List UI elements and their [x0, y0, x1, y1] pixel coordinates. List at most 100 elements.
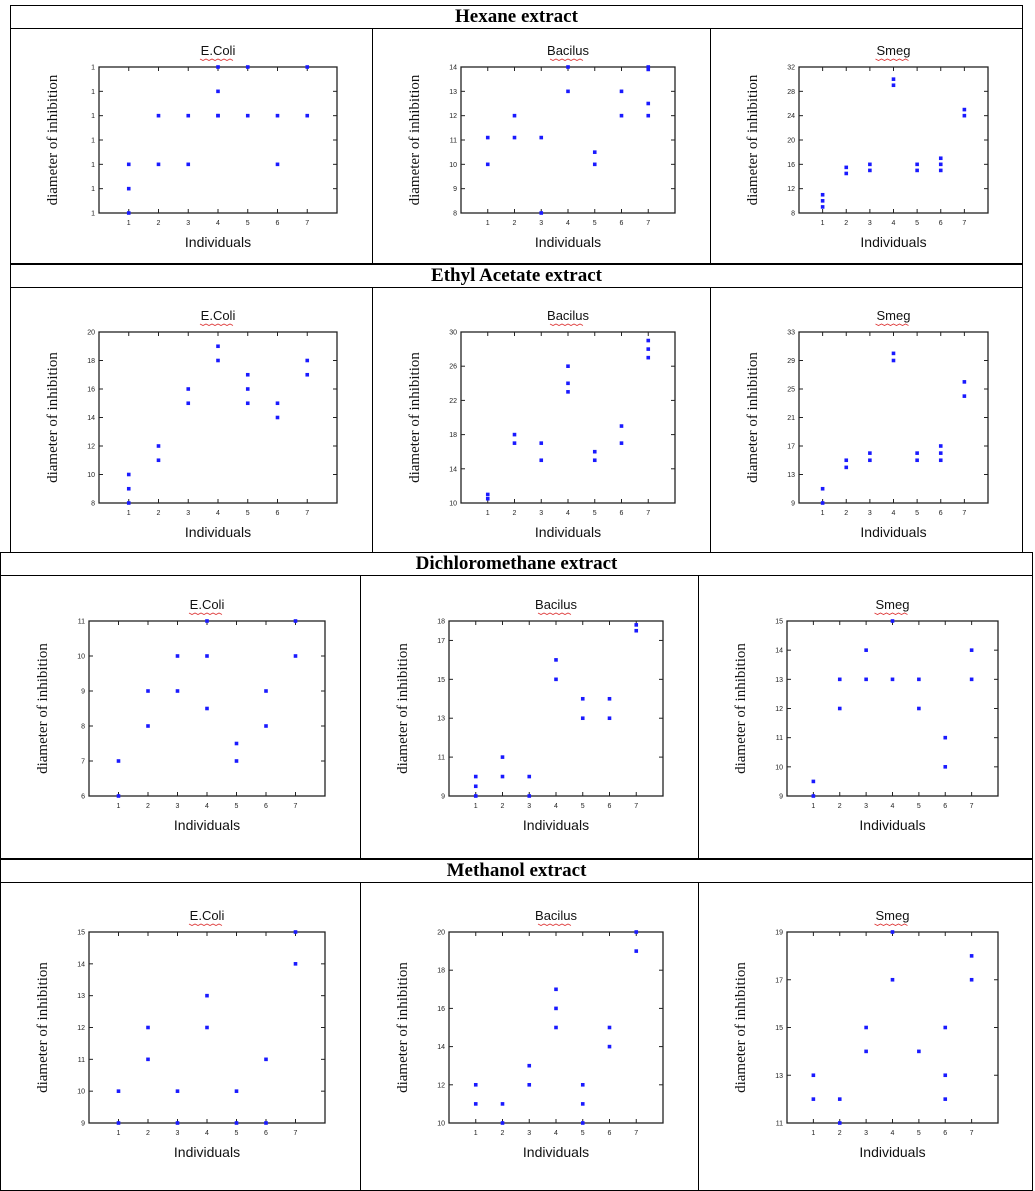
data-point	[811, 1097, 816, 1101]
x-tick-label: 2	[513, 220, 517, 227]
data-point	[844, 465, 849, 470]
y-tick-label: 17	[787, 444, 795, 451]
y-tick-label: 1	[91, 211, 95, 218]
x-tick-label: 7	[305, 510, 309, 517]
x-axis-label: Individuals	[859, 817, 925, 833]
data-point	[485, 492, 490, 497]
x-tick-label: 2	[844, 220, 848, 227]
x-tick-label: 2	[157, 220, 161, 227]
x-tick-label: 5	[917, 1130, 921, 1137]
chart-panel-smeg: Smeg 8 12 16 20 24 28 32 1 2 3 4 5 6 7 Individuals diame…	[711, 29, 1024, 263]
x-tick-label: 7	[634, 1130, 638, 1137]
x-tick-label: 6	[264, 1130, 268, 1137]
x-tick-label: 6	[939, 510, 943, 517]
data-point	[820, 486, 825, 491]
x-tick-label: 7	[646, 510, 650, 517]
data-point	[915, 451, 919, 455]
x-tick-label: 2	[844, 510, 848, 517]
chart-title: E.Coli	[201, 308, 236, 323]
y-tick-label: 18	[437, 968, 445, 975]
data-point	[969, 954, 974, 958]
data-point	[116, 1121, 121, 1125]
y-tick-label: 8	[791, 211, 795, 218]
data-point	[811, 1073, 816, 1078]
y-tick-label: 14	[449, 65, 457, 72]
data-point	[864, 1025, 868, 1030]
data-point	[820, 192, 825, 197]
y-tick-label: 9	[453, 186, 457, 193]
y-tick-label: 12	[87, 444, 95, 451]
y-tick-label: 13	[77, 993, 85, 1000]
x-tick-label: 7	[294, 1130, 298, 1137]
y-tick-label: 9	[81, 689, 85, 696]
data-point	[146, 1057, 150, 1062]
x-axis-label: Individuals	[185, 524, 251, 540]
y-tick-label: 13	[787, 472, 795, 479]
x-tick-label: 3	[176, 803, 180, 810]
data-point	[205, 654, 209, 658]
y-axis-label: diameter of inhibition	[745, 352, 761, 483]
data-point	[943, 765, 948, 769]
data-point	[962, 394, 967, 398]
x-tick-label: 3	[864, 1130, 868, 1137]
x-tick-label: 4	[554, 803, 558, 810]
data-point	[580, 1102, 585, 1106]
section-header: Methanol extract	[0, 859, 1033, 883]
data-point	[868, 162, 872, 167]
y-tick-label: 22	[449, 398, 457, 405]
x-tick-label: 4	[892, 220, 896, 227]
scatter-plot: E.Coli 1 1 1 1 1 1 1 1 2 3 4 5 6 7 Individuals diameter …	[45, 43, 338, 250]
y-tick-label: 15	[775, 619, 783, 626]
scatter-plot: Bacilus 9 11 13 15 17 18 1 2 3 4 5 6 7 Individuals diam…	[395, 597, 664, 833]
data-point	[156, 444, 161, 448]
x-tick-label: 1	[127, 220, 131, 227]
y-tick-label: 9	[779, 794, 783, 801]
x-tick-label: 2	[501, 1130, 505, 1137]
y-tick-label: 9	[791, 501, 795, 508]
data-point	[156, 458, 161, 463]
data-point	[938, 162, 943, 167]
y-tick-label: 1	[91, 186, 95, 193]
x-tick-label: 5	[917, 803, 921, 810]
y-tick-label: 17	[437, 638, 445, 645]
y-tick-label: 21	[787, 415, 795, 422]
data-point	[305, 358, 310, 363]
x-axis-label: Individuals	[535, 524, 601, 540]
y-tick-label: 10	[449, 162, 457, 169]
data-point	[943, 1025, 948, 1030]
panel-row: E.Coli 8 10 12 14 16 18 20 1 2 3 4 5 6 7 Individuals dia…	[10, 288, 1023, 564]
data-point	[592, 449, 597, 454]
data-point	[473, 784, 478, 789]
chart-title: Bacilus	[535, 597, 577, 612]
data-point	[156, 113, 161, 118]
x-tick-label: 4	[216, 220, 220, 227]
y-tick-label: 1	[91, 89, 95, 96]
y-tick-label: 9	[441, 794, 445, 801]
chart-panel-smeg: Smeg 9 13 17 21 25 29 33 1 2 3 4 5 6 7 Individuals diame…	[711, 288, 1024, 563]
data-point	[175, 654, 180, 658]
spellcheck-squiggle	[875, 323, 909, 326]
data-point	[500, 1102, 505, 1106]
data-point	[305, 65, 310, 69]
data-point	[245, 372, 250, 377]
y-tick-label: 28	[787, 89, 795, 96]
data-point	[915, 458, 919, 463]
plot-frame	[98, 66, 338, 214]
y-tick-label: 13	[437, 716, 445, 723]
x-tick-label: 6	[276, 510, 280, 517]
x-tick-label: 7	[970, 1130, 974, 1137]
x-tick-label: 4	[891, 1130, 895, 1137]
data-point	[293, 619, 298, 623]
y-tick-label: 6	[81, 794, 85, 801]
data-point	[607, 716, 612, 721]
chart-panel-bacilus: Bacilus 10 14 18 22 26 30 1 2 3 4 5 6 7 Individuals dia…	[373, 288, 711, 563]
data-point	[175, 1089, 180, 1093]
data-point	[592, 150, 597, 154]
x-tick-label: 2	[838, 803, 842, 810]
data-point	[820, 205, 825, 209]
data-point	[205, 993, 209, 998]
y-tick-label: 1	[91, 162, 95, 169]
data-point	[216, 358, 220, 363]
